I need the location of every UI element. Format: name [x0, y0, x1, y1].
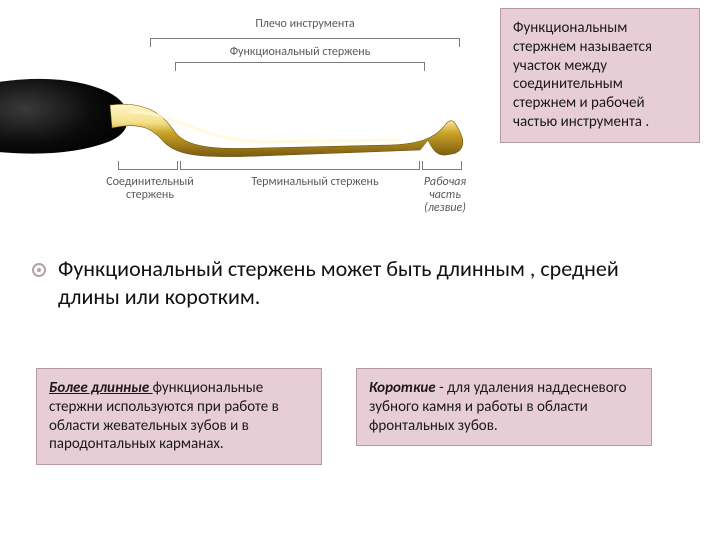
- label-working-l2: (лезвие): [424, 201, 466, 215]
- label-connecting-text: Соединительный стержень: [106, 175, 194, 202]
- definition-box: Функциональным стержнем называется участ…: [500, 8, 700, 143]
- label-working: Рабочая часть (лезвие): [410, 176, 480, 216]
- bullet-text: Функциональный стержень может быть длинн…: [58, 255, 672, 310]
- box-long-shanks: Более длинные функциональные стержни исп…: [36, 368, 322, 465]
- label-terminal: Терминальный стержень: [235, 176, 395, 189]
- bracket-bottom-left: [118, 162, 178, 170]
- box-short-shanks: Короткие - для удаления наддесневого зуб…: [356, 368, 652, 446]
- label-working-l1: Рабочая часть: [424, 175, 466, 202]
- label-connecting: Соединительный стержень: [95, 176, 205, 202]
- bullet-icon: [32, 263, 46, 277]
- instrument-diagram: Плечо инструмента Функциональный стержен…: [0, 10, 480, 230]
- box-short-lead: Короткие: [369, 379, 436, 397]
- instrument-svg: [0, 10, 480, 230]
- box-long-lead: Более длинные: [49, 379, 153, 397]
- bullet-row: Функциональный стержень может быть длинн…: [32, 255, 672, 310]
- bracket-bottom-right: [422, 162, 462, 170]
- bracket-bottom-mid: [180, 162, 420, 170]
